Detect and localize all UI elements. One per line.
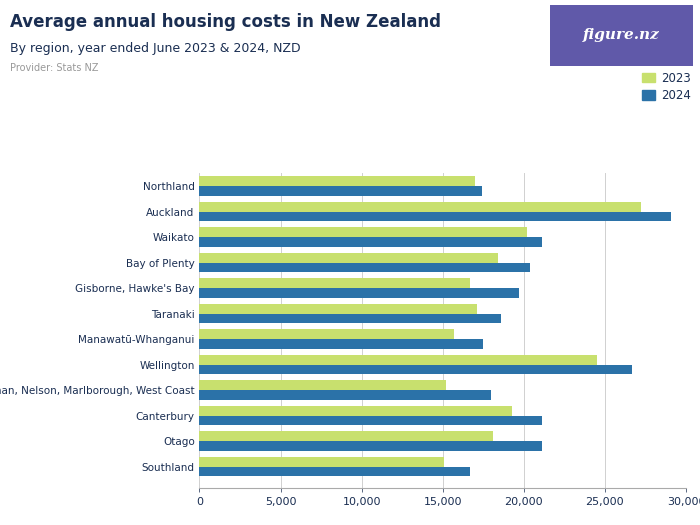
Bar xyxy=(199,313,501,323)
Bar xyxy=(199,441,542,451)
Legend: 2023, 2024: 2023, 2024 xyxy=(642,71,691,102)
Bar xyxy=(199,202,640,212)
Bar xyxy=(199,406,512,416)
Text: Average annual housing costs in New Zealand: Average annual housing costs in New Zeal… xyxy=(10,13,442,31)
Bar xyxy=(199,288,519,298)
Bar xyxy=(199,278,470,288)
Bar xyxy=(199,304,477,313)
Bar xyxy=(199,355,597,364)
Bar xyxy=(199,339,483,349)
Bar xyxy=(199,176,475,186)
Bar xyxy=(199,237,542,247)
Bar xyxy=(199,467,470,476)
Bar xyxy=(199,212,671,221)
Bar xyxy=(199,432,493,441)
Bar xyxy=(199,329,454,339)
Text: By region, year ended June 2023 & 2024, NZD: By region, year ended June 2023 & 2024, … xyxy=(10,42,301,55)
Bar xyxy=(199,416,542,425)
Bar xyxy=(199,364,633,374)
Bar xyxy=(199,457,444,467)
Text: Provider: Stats NZ: Provider: Stats NZ xyxy=(10,63,99,73)
Bar xyxy=(199,227,527,237)
Bar xyxy=(199,186,482,196)
Text: figure.nz: figure.nz xyxy=(583,28,659,43)
Bar xyxy=(199,380,446,390)
Bar xyxy=(199,390,491,400)
Bar xyxy=(199,253,498,262)
Bar xyxy=(199,262,531,272)
